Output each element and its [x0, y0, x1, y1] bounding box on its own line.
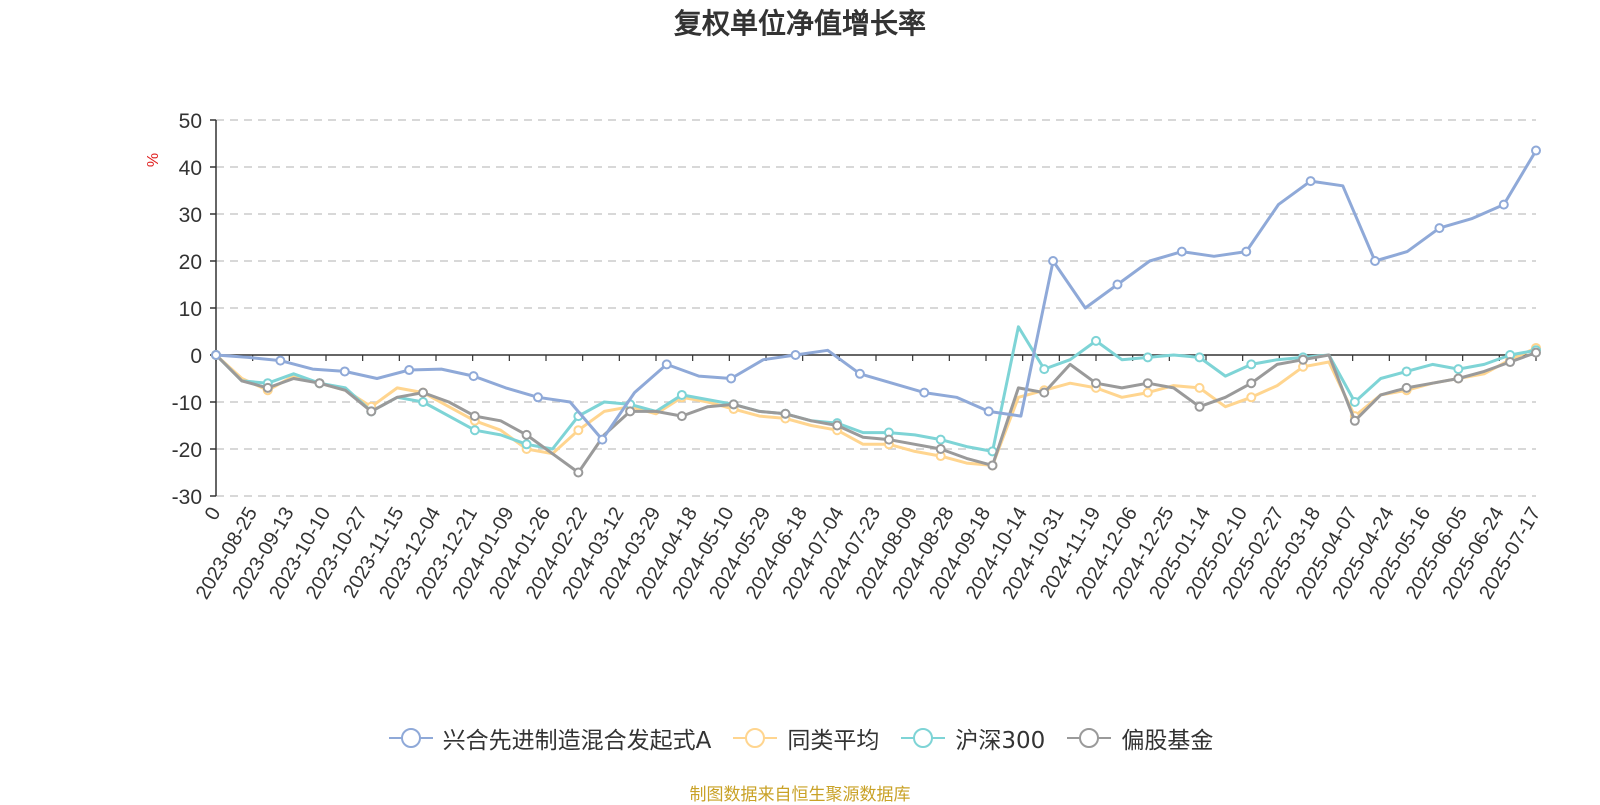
- legend-item-0[interactable]: 兴合先进制造混合发起式A: [387, 721, 712, 755]
- legend-marker-icon: [1067, 728, 1112, 748]
- legend-item-2[interactable]: 沪深300: [899, 721, 1045, 755]
- data-point[interactable]: [1246, 392, 1257, 403]
- y-axis-label: %: [145, 153, 162, 167]
- y-tick-label: 30: [179, 204, 202, 227]
- data-point[interactable]: [1241, 246, 1252, 257]
- data-point[interactable]: [1112, 279, 1123, 290]
- data-point[interactable]: [1401, 382, 1412, 393]
- data-point[interactable]: [935, 444, 946, 454]
- data-point[interactable]: [832, 420, 843, 431]
- data-point[interactable]: [1531, 145, 1541, 156]
- legend-item-1[interactable]: 同类平均: [731, 721, 879, 755]
- data-point[interactable]: [1531, 347, 1541, 358]
- y-tick-label: -10: [172, 392, 202, 415]
- data-point[interactable]: [1091, 378, 1101, 389]
- data-point[interactable]: [1453, 373, 1464, 384]
- data-point[interactable]: [1048, 256, 1059, 266]
- y-tick-label: 0: [190, 345, 202, 368]
- legend-marker-icon: [901, 728, 946, 748]
- data-point[interactable]: [1039, 364, 1050, 375]
- data-point[interactable]: [314, 378, 325, 389]
- data-point[interactable]: [883, 434, 894, 445]
- data-point[interactable]: [1246, 378, 1257, 389]
- data-point[interactable]: [404, 365, 415, 376]
- data-point[interactable]: [469, 425, 480, 436]
- data-point[interactable]: [573, 425, 584, 436]
- series-line-3: [214, 351, 1537, 474]
- data-point[interactable]: [366, 406, 377, 417]
- data-point[interactable]: [1349, 415, 1360, 426]
- data-point[interactable]: [726, 373, 737, 384]
- data-point[interactable]: [1091, 335, 1101, 346]
- y-tick-label: 20: [179, 251, 202, 274]
- data-point[interactable]: [728, 399, 739, 410]
- data-point[interactable]: [1246, 359, 1257, 370]
- chart-title: 复权单位净值增长率: [673, 7, 926, 40]
- legend-label: 兴合先进制造混合发起式A: [442, 728, 712, 754]
- data-point[interactable]: [676, 411, 687, 422]
- data-point[interactable]: [661, 359, 672, 370]
- legend-label: 偏股基金: [1121, 728, 1214, 754]
- legend-label: 沪深300: [955, 728, 1046, 754]
- series-line-0: [215, 149, 1538, 442]
- data-point[interactable]: [275, 355, 286, 366]
- data-point[interactable]: [1453, 364, 1464, 375]
- y-tick-label: -20: [172, 439, 202, 462]
- data-point[interactable]: [339, 366, 350, 377]
- y-tick-label: -30: [172, 486, 202, 509]
- data-point[interactable]: [1142, 352, 1153, 363]
- data-point[interactable]: [1434, 223, 1445, 234]
- data-point[interactable]: [1370, 256, 1381, 266]
- data-point[interactable]: [1194, 382, 1205, 393]
- data-point[interactable]: [854, 368, 865, 379]
- data-point[interactable]: [987, 460, 998, 471]
- y-tick-label: 50: [179, 110, 202, 133]
- legend: 兴合先进制造混合发起式A 同类平均 沪深300 偏股基金: [0, 722, 1600, 754]
- data-point[interactable]: [1305, 176, 1316, 187]
- series-layer: [211, 145, 1541, 478]
- data-point[interactable]: [1349, 397, 1360, 407]
- source-note: 制图数据来自恒生聚源数据库: [689, 785, 911, 805]
- data-point[interactable]: [469, 411, 480, 422]
- legend-marker-icon: [388, 728, 433, 748]
- grid-layer: [216, 119, 1536, 497]
- data-point[interactable]: [790, 350, 801, 360]
- legend-marker-icon: [733, 728, 778, 748]
- data-point[interactable]: [211, 350, 221, 360]
- series-line-1: [214, 346, 1537, 467]
- data-point[interactable]: [1194, 352, 1205, 363]
- data-point[interactable]: [625, 406, 636, 417]
- data-point[interactable]: [418, 387, 429, 398]
- data-point[interactable]: [1142, 378, 1153, 389]
- x-tick-label: 0: [201, 504, 226, 525]
- y-tick-label: 40: [179, 157, 202, 180]
- data-point[interactable]: [983, 406, 994, 417]
- data-point[interactable]: [919, 387, 930, 398]
- data-point[interactable]: [1142, 387, 1153, 398]
- data-point[interactable]: [1194, 401, 1205, 412]
- legend-item-3[interactable]: 偏股基金: [1065, 721, 1213, 755]
- data-point[interactable]: [521, 439, 532, 450]
- data-point[interactable]: [1401, 366, 1412, 377]
- data-point[interactable]: [597, 434, 608, 445]
- data-point[interactable]: [1298, 354, 1309, 365]
- data-point[interactable]: [676, 389, 687, 400]
- data-point[interactable]: [1176, 246, 1187, 257]
- data-point[interactable]: [780, 408, 791, 419]
- data-point[interactable]: [532, 392, 543, 403]
- data-point[interactable]: [468, 371, 479, 382]
- series-line-2: [214, 325, 1537, 453]
- y-tick-label: 10: [179, 298, 202, 321]
- data-point[interactable]: [262, 382, 273, 393]
- legend-label: 同类平均: [787, 728, 880, 754]
- data-point[interactable]: [1039, 387, 1050, 398]
- data-point[interactable]: [935, 434, 946, 445]
- data-point[interactable]: [1498, 199, 1509, 210]
- data-point[interactable]: [418, 397, 429, 407]
- data-point[interactable]: [1505, 357, 1516, 368]
- data-point[interactable]: [521, 429, 532, 440]
- data-point[interactable]: [573, 467, 584, 478]
